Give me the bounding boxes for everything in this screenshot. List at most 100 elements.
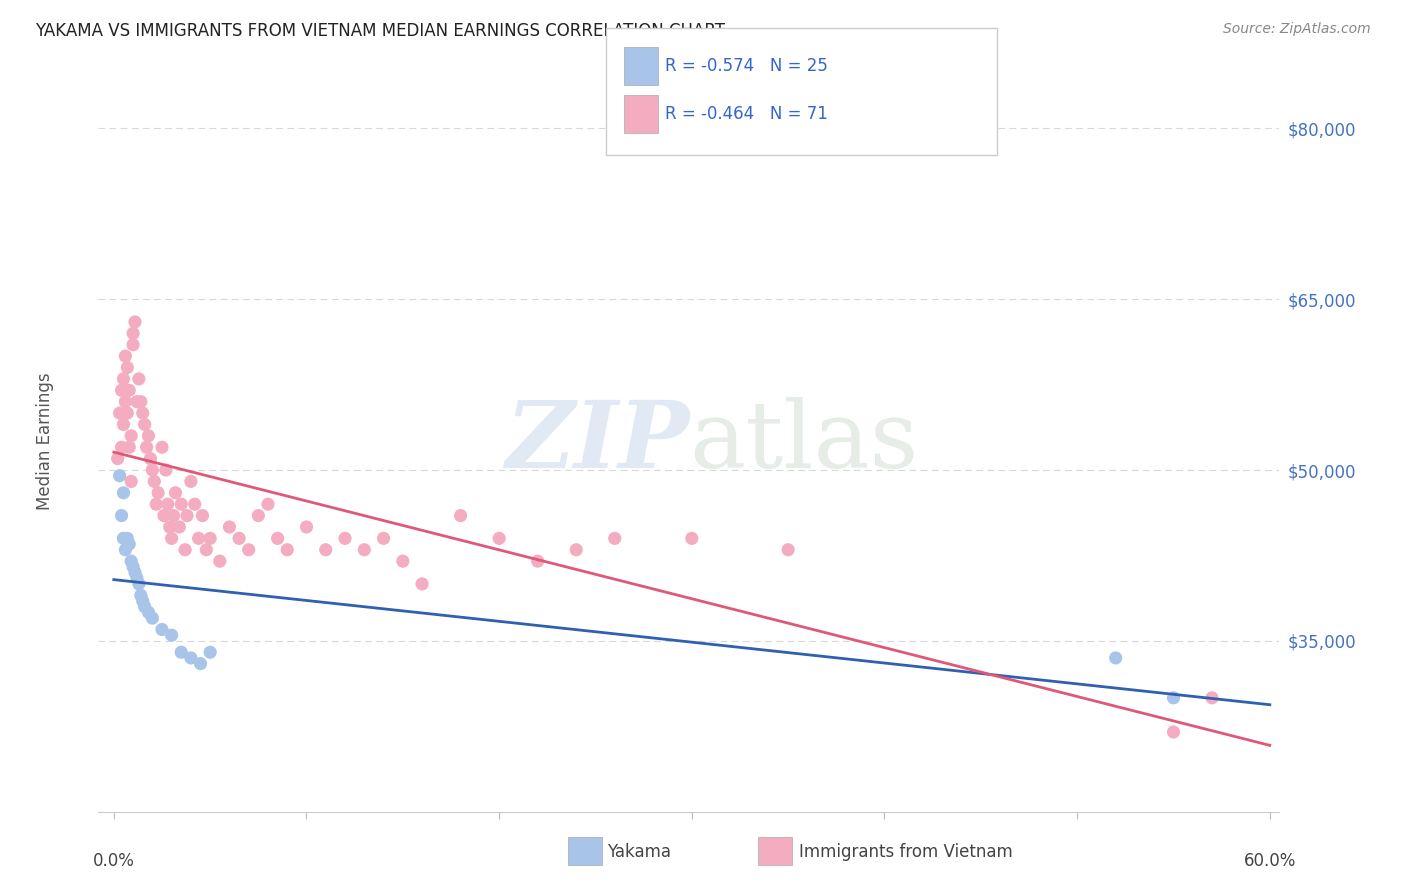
Point: [153, 508, 176, 523]
Point: [117, 360, 139, 375]
Point: [247, 508, 270, 523]
Point: [603, 532, 626, 546]
Point: [120, 429, 142, 443]
Text: 0.0%: 0.0%: [93, 852, 135, 870]
Text: Immigrants from Vietnam: Immigrants from Vietnam: [799, 843, 1012, 861]
Point: [150, 623, 173, 637]
Text: YAKAMA VS IMMIGRANTS FROM VIETNAM MEDIAN EARNINGS CORRELATION CHART: YAKAMA VS IMMIGRANTS FROM VIETNAM MEDIAN…: [35, 22, 725, 40]
Point: [122, 559, 145, 574]
Point: [160, 628, 183, 642]
Point: [132, 406, 155, 420]
Point: [266, 532, 288, 546]
Point: [138, 429, 160, 443]
Point: [208, 554, 231, 568]
Point: [176, 508, 198, 523]
Point: [195, 542, 218, 557]
Point: [198, 532, 221, 546]
Point: [122, 337, 145, 351]
Point: [162, 508, 184, 523]
Point: [238, 542, 260, 557]
Point: [169, 520, 191, 534]
Point: [114, 394, 136, 409]
Point: [450, 508, 472, 523]
Point: [128, 577, 150, 591]
Point: [170, 497, 193, 511]
Point: [191, 508, 214, 523]
Point: [114, 349, 136, 363]
Point: [118, 384, 141, 398]
Point: [124, 566, 146, 580]
Point: [143, 475, 166, 489]
Point: [180, 475, 202, 489]
Point: [129, 588, 152, 602]
Point: [184, 497, 207, 511]
Point: [392, 554, 415, 568]
Point: [295, 520, 318, 534]
Point: [122, 326, 145, 341]
Point: [150, 440, 173, 454]
Point: [129, 394, 152, 409]
Point: [778, 542, 800, 557]
Point: [526, 554, 548, 568]
Text: R = -0.464   N = 71: R = -0.464 N = 71: [665, 105, 828, 123]
Point: [135, 440, 157, 454]
Point: [276, 542, 298, 557]
Point: [333, 532, 356, 546]
Point: [353, 542, 375, 557]
Point: [141, 611, 163, 625]
Point: [565, 542, 588, 557]
Point: [134, 599, 156, 614]
Point: [128, 372, 150, 386]
Point: [373, 532, 395, 546]
Point: [114, 542, 136, 557]
Point: [118, 440, 141, 454]
Point: [1105, 651, 1128, 665]
Point: [198, 645, 221, 659]
Point: [159, 520, 181, 534]
Point: [141, 463, 163, 477]
Point: [117, 532, 139, 546]
Text: atlas: atlas: [689, 397, 918, 486]
Point: [145, 497, 167, 511]
Point: [411, 577, 433, 591]
Point: [146, 485, 169, 500]
Point: [120, 475, 142, 489]
Point: [132, 594, 155, 608]
Point: [155, 463, 177, 477]
Point: [110, 384, 132, 398]
Point: [257, 497, 280, 511]
Point: [174, 542, 197, 557]
Point: [160, 532, 183, 546]
Point: [107, 451, 129, 466]
Point: [112, 532, 135, 546]
Point: [165, 485, 187, 500]
Point: [110, 440, 132, 454]
Text: R = -0.574   N = 25: R = -0.574 N = 25: [665, 57, 828, 75]
Point: [488, 532, 510, 546]
Point: [117, 406, 139, 420]
Point: [139, 451, 162, 466]
Point: [112, 485, 135, 500]
Point: [315, 542, 337, 557]
Point: [681, 532, 703, 546]
Point: [190, 657, 212, 671]
Text: ZIP: ZIP: [505, 397, 689, 486]
Point: [112, 372, 135, 386]
Text: Yakama: Yakama: [607, 843, 672, 861]
Point: [108, 406, 131, 420]
Point: [1163, 690, 1185, 705]
Point: [1163, 725, 1185, 739]
Point: [187, 532, 209, 546]
Text: 60.0%: 60.0%: [1244, 852, 1296, 870]
Text: Median Earnings: Median Earnings: [37, 373, 55, 510]
Point: [1201, 690, 1223, 705]
Point: [108, 468, 131, 483]
Point: [112, 417, 135, 432]
Text: Source: ZipAtlas.com: Source: ZipAtlas.com: [1223, 22, 1371, 37]
Point: [118, 537, 141, 551]
Point: [120, 554, 142, 568]
Point: [138, 606, 160, 620]
Point: [110, 508, 132, 523]
Point: [228, 532, 250, 546]
Point: [134, 417, 156, 432]
